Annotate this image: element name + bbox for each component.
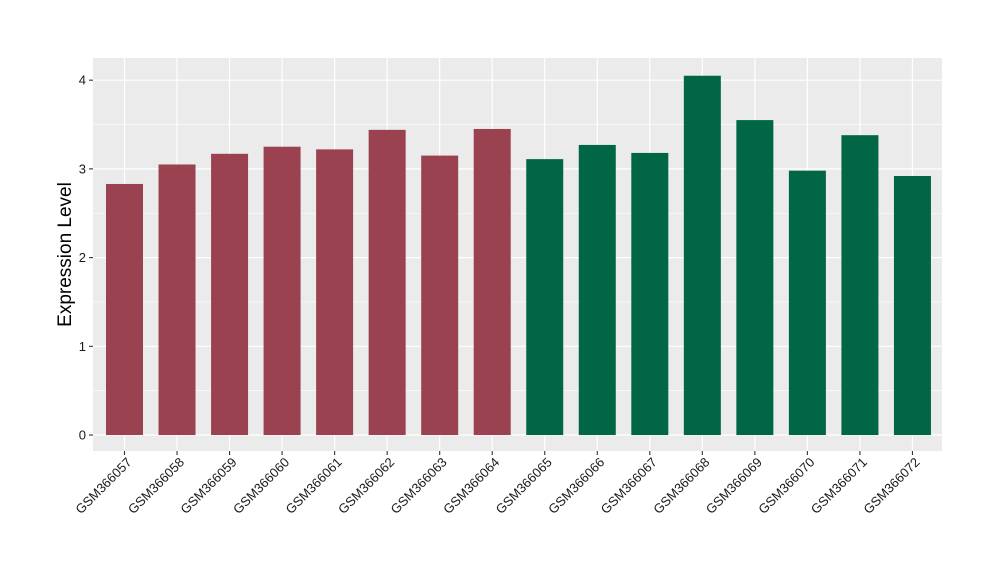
x-axis: GSM366057GSM366058GSM366059GSM366060GSM3… — [72, 451, 923, 517]
x-tick-label: GSM366072 — [860, 455, 922, 517]
bar-GSM366060 — [263, 146, 301, 436]
bar-GSM366059 — [211, 153, 249, 436]
y-tick-label: 3 — [79, 161, 86, 176]
y-axis: 0 1 2 3 4 — [79, 73, 93, 443]
bar-GSM366071 — [841, 135, 879, 436]
bar-GSM366068 — [683, 75, 721, 436]
y-axis-title: Expression Level — [55, 182, 76, 327]
bar-GSM366069 — [736, 120, 774, 436]
bars — [106, 75, 931, 436]
bar-GSM366062 — [368, 129, 406, 436]
bar-GSM366058 — [158, 164, 196, 436]
bar-GSM366066 — [578, 144, 616, 436]
bar-GSM366072 — [893, 175, 931, 436]
y-tick-label: 4 — [79, 73, 86, 88]
y-tick-label: 0 — [79, 428, 86, 443]
bar-GSM366070 — [788, 170, 826, 436]
bar-GSM366061 — [316, 149, 354, 436]
bar-GSM366063 — [421, 155, 459, 436]
bar-GSM366064 — [473, 128, 511, 436]
y-tick-label: 2 — [79, 250, 86, 265]
bar-GSM366067 — [631, 152, 669, 436]
bar-GSM366057 — [106, 183, 143, 436]
bar-GSM366065 — [526, 159, 564, 436]
y-tick-label: 1 — [79, 339, 86, 354]
